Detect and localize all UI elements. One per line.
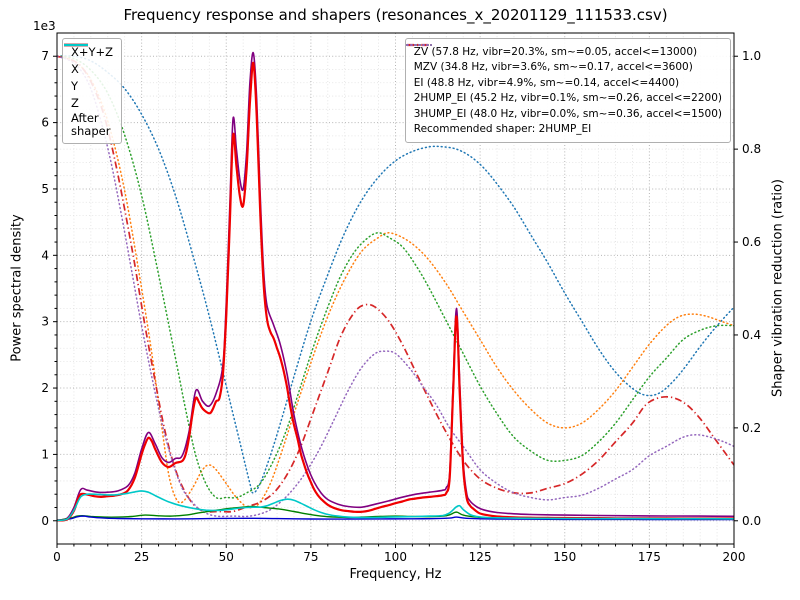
x-tick-label: 200 [723,550,746,564]
x-tick-label: 50 [219,550,234,564]
y-left-tick-label: 4 [41,248,49,262]
y-left-tick-label: 3 [41,315,49,329]
legend-item: 3HUMP_EI (48.0 Hz, vibr=0.0%, sm~=0.36, … [405,43,722,122]
legend-label: EI (48.8 Hz, vibr=4.9%, sm~=0.14, accel<… [413,76,680,89]
x-tick-label: 150 [553,550,576,564]
x-tick-label: 100 [384,550,407,564]
x-axis-label: Frequency, Hz [349,567,442,582]
y-left-offset-label: 1e3 [33,19,56,33]
y-right-tick-label: 1.0 [742,49,761,63]
legend-line-sample [64,43,88,47]
legend-label: Z [71,95,79,110]
legend-label: Y [71,78,79,93]
y-right-tick-label: 0.2 [742,421,761,435]
legend-item: 2HUMP_EI (45.2 Hz, vibr=0.1%, sm~=0.26, … [406,43,722,107]
legend-label: 3HUMP_EI (48.0 Hz, vibr=0.0%, sm~=0.36, … [413,107,722,120]
y-right-tick-label: 0.0 [742,514,761,528]
x-tick-label: 75 [303,550,318,564]
y-left-tick-label: 7 [41,49,49,63]
legend-sample-spacer [406,39,432,51]
series-z-line [57,515,734,522]
series-after-shaper-line [57,490,734,522]
legend-item: Z [64,44,113,112]
y-right-axis-label: Shaper vibration reduction (ratio) [770,179,786,397]
y-right-tick-label: 0.4 [742,328,761,342]
legend-item: Recommended shaper: 2HUMP_EI [414,122,722,138]
series-lines [57,51,734,522]
minor-grid [57,33,734,544]
legend-item: After shaper [64,43,113,139]
y-left-tick-label: 6 [41,116,49,130]
x-tick-label: 175 [638,550,661,564]
y-left-axis-label: Power spectral density [9,214,25,362]
series-2hump-ei-line [57,55,734,513]
y-right-tick-label: 0.8 [742,142,761,156]
legend-label: Recommended shaper: 2HUMP_EI [413,123,592,136]
y-left-tick-label: 1 [41,447,49,461]
legend-right: ZV (57.8 Hz, vibr=20.3%, sm~=0.05, accel… [404,38,731,143]
legend-label: ZV (57.8 Hz, vibr=20.3%, sm~=0.05, accel… [413,45,698,58]
y-left-tick-label: 0 [41,514,49,528]
series-mzv-line [57,55,734,509]
y-right-tick-label: 0.6 [742,235,761,249]
series-y-line [57,505,734,522]
legend-label: 2HUMP_EI (45.2 Hz, vibr=0.1%, sm~=0.26, … [413,92,722,105]
legend-item: Y [64,44,113,95]
legend-item: ZV (57.8 Hz, vibr=20.3%, sm~=0.05, accel… [405,43,722,60]
series-x-line [57,61,734,522]
series-ei-line [57,55,734,500]
legend-label: MZV (34.8 Hz, vibr=3.6%, sm~=0.17, accel… [413,61,693,74]
legend-item: MZV (34.8 Hz, vibr=3.6%, sm~=0.17, accel… [405,43,722,76]
series-3hump-ei-line [57,55,734,518]
chart-title: Frequency response and shapers (resonanc… [123,6,668,24]
legend-item: EI (48.8 Hz, vibr=4.9%, sm~=0.14, accel<… [405,43,722,91]
legend-label: X [71,61,79,76]
x-tick-label: 125 [469,550,492,564]
axis-ticks [53,55,738,548]
tick-labels: 0 25 50 75 100 125 150 175 200 0 1 2 3 4 5 6 7 0.0 0.2 0.4 0… [41,49,761,564]
y-left-tick-label: 2 [41,381,49,395]
x-tick-label: 25 [134,550,149,564]
y-left-tick-label: 5 [41,182,49,196]
legend-label: X+Y+Z [71,44,114,59]
legend-label: After shaper [71,111,111,139]
legend-item: X [64,43,113,78]
legend-left: X+Y+Z X Y Z After shaper [62,38,123,145]
legend-line-sample [405,43,432,47]
x-tick-label: 0 [53,550,61,564]
